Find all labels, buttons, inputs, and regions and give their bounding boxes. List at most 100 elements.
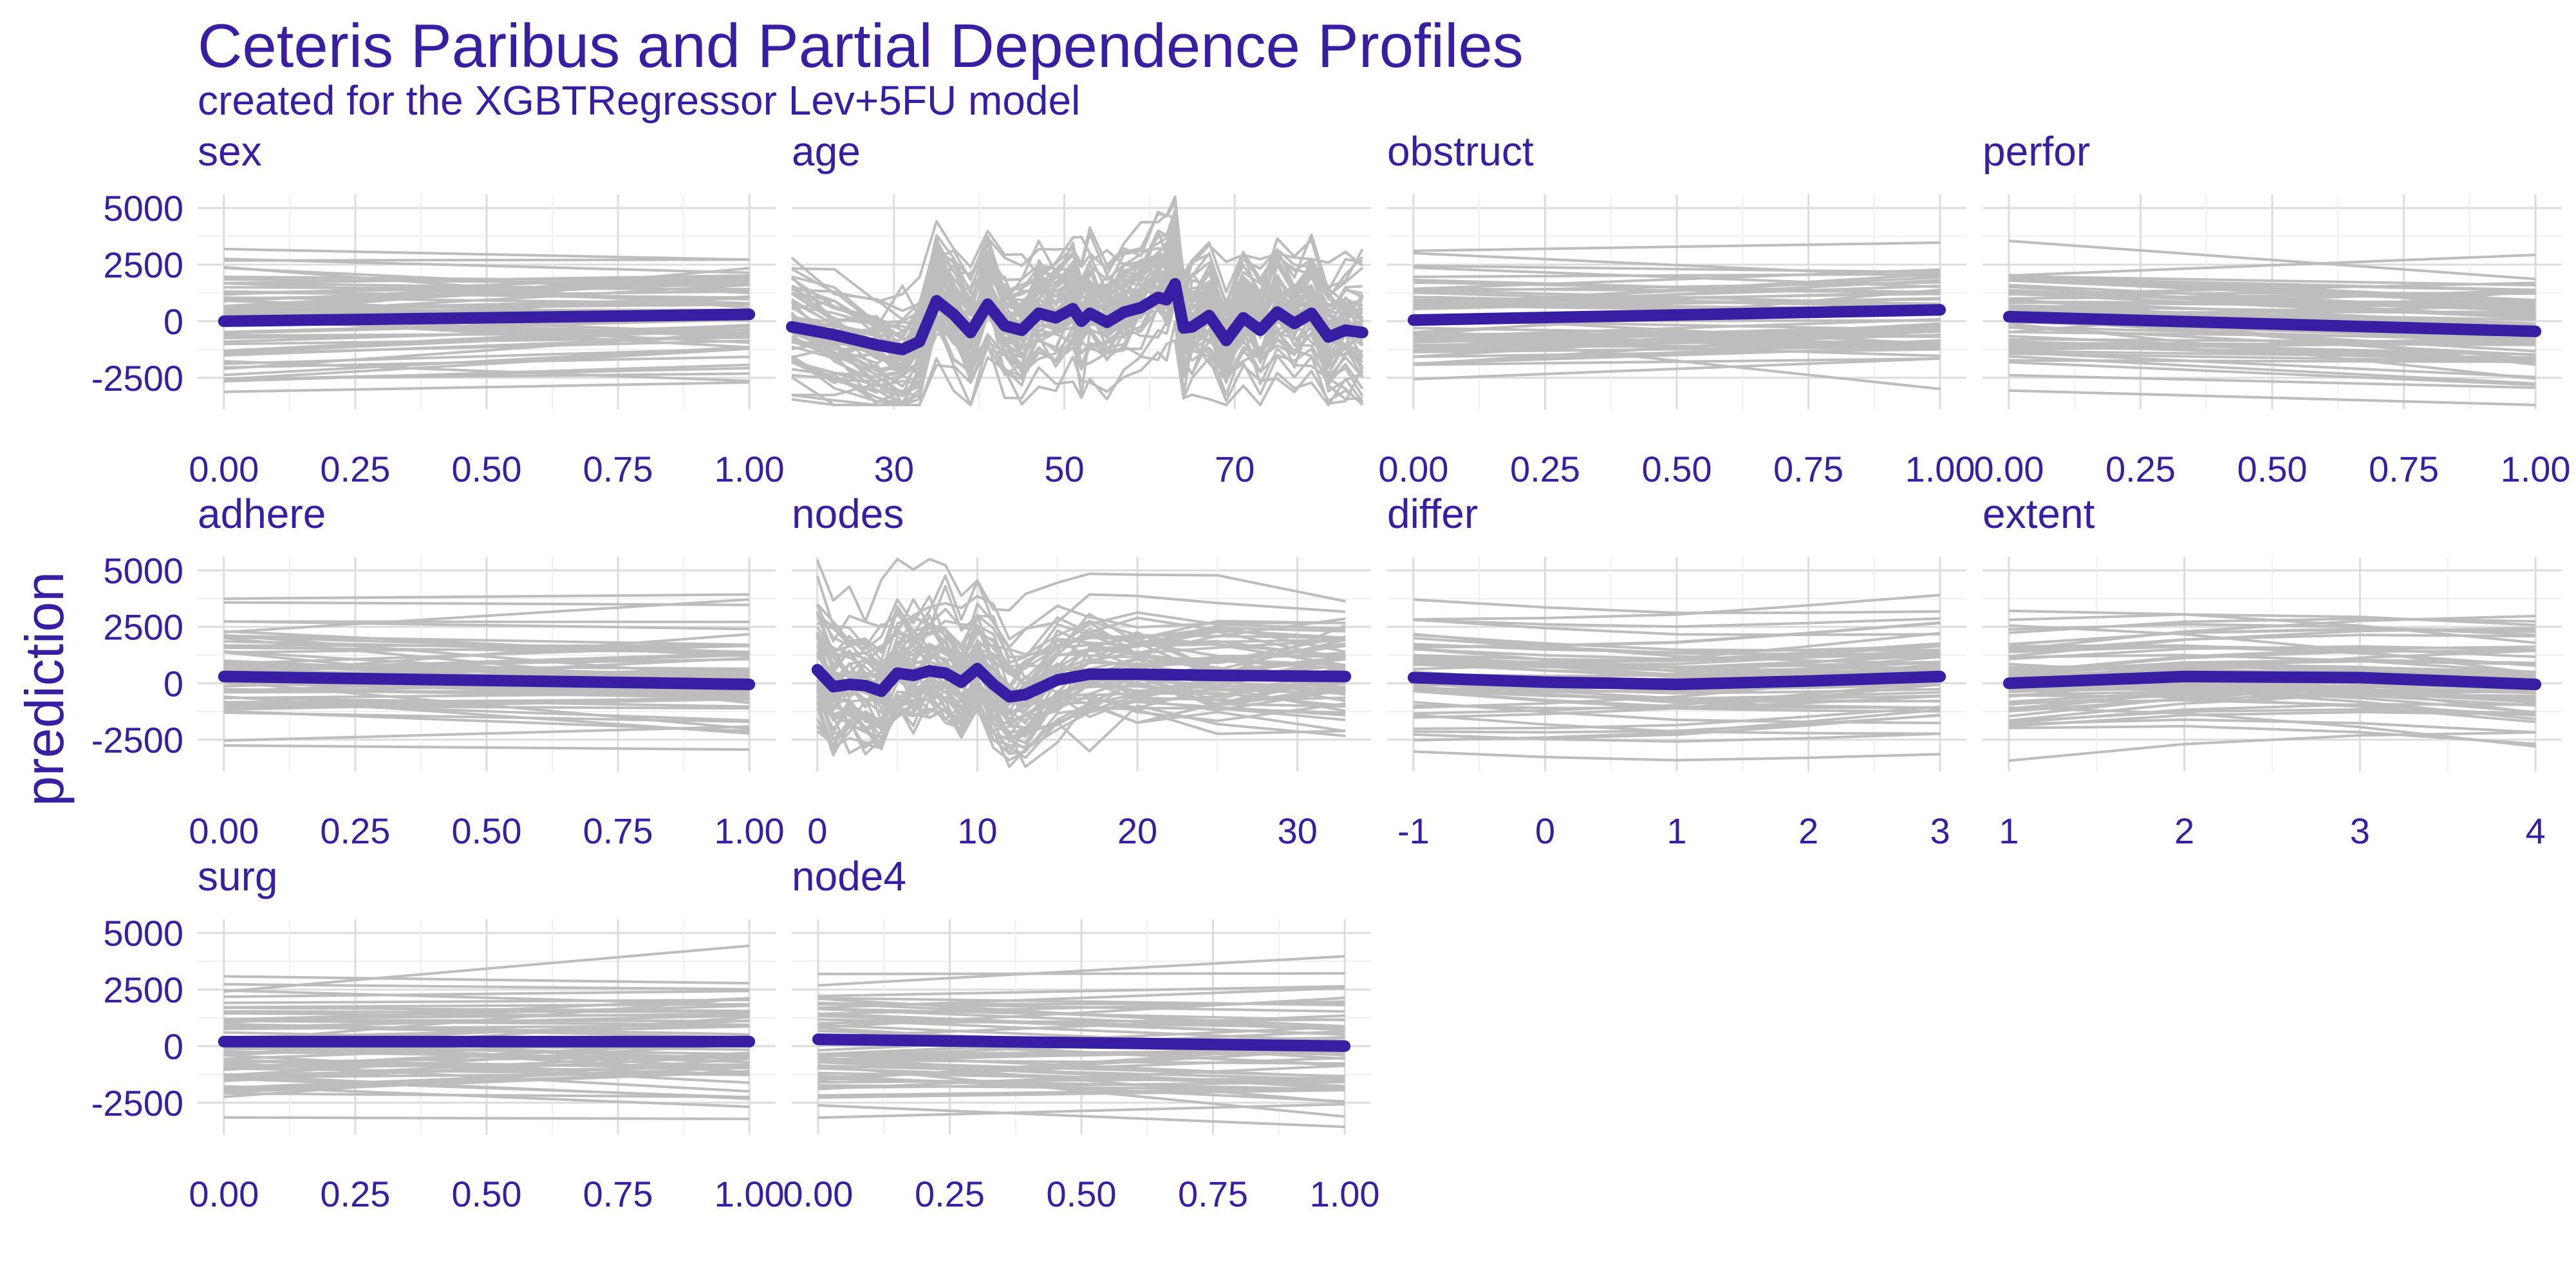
facet-title: nodes [792,491,904,537]
facet-title: perfor [1983,128,2090,174]
cp-profile-line [1413,281,1941,293]
cp-profile-line [223,1066,750,1089]
cp-profile-line [223,1019,750,1022]
cp-profile-line [2008,240,2536,281]
cp-profile-line [1413,700,1941,724]
cp-profile-line [816,706,1346,755]
cp-profile-line [223,339,750,355]
pd-line-nodes [811,662,1352,703]
cp-profile-line [790,244,1363,357]
x-tick-label: 0.00 [1974,449,2044,489]
pd-line-perfor [2002,310,2542,337]
cp-profile-line [2008,290,2536,310]
cp-profiles [223,593,750,751]
cp-profile-line [817,1064,1345,1091]
cp-profile-line [223,1006,750,1013]
cp-profile-line [2008,345,2536,356]
panel-sex: sex -2500 0 2500 5000 0.00 0.25 0.50 0.75 1.00 [91,128,785,489]
facet-title: differ [1387,491,1478,537]
cp-profile-line [2008,653,2536,674]
y-tick-label: -2500 [91,358,183,399]
x-tick-label: 0 [807,811,827,851]
cp-profile-line [223,290,750,301]
cp-profile-line [816,585,1346,664]
x-tick-label: 3 [2350,811,2370,851]
facet-title: age [792,128,861,174]
cp-profile-line [817,1002,1345,1028]
cp-profile-line [223,1116,750,1120]
x-tick-label: 0.75 [583,1174,653,1214]
pd-line-node4 [812,1033,1351,1052]
x-tick-label: 1.00 [2501,449,2571,489]
facet-title: surg [198,853,278,899]
cp-profile-line [2008,389,2536,406]
cp-profile-line [817,984,1345,998]
cp-profile-line [816,626,1346,688]
x-tick-label: 0.25 [2105,449,2176,489]
cp-profile-line [1413,272,1941,278]
x-tick-label: 3 [1930,811,1950,851]
x-tick-label: 1 [1999,811,2019,851]
cp-profile-line [817,1104,1345,1129]
cp-profile-line [1413,632,1941,665]
cp-profile-line [223,328,750,354]
x-tick-label: 1.00 [714,811,785,851]
cp-profile-line [2008,731,2536,762]
cp-profile-line [223,657,750,669]
x-tick-label: 0.50 [452,811,522,851]
cp-profile-line [2008,645,2536,661]
y-tick-label: 2500 [103,970,183,1010]
facet-title: obstruct [1387,128,1534,174]
cp-profile-line [790,213,1363,312]
cp-profiles [223,247,750,393]
cp-profile-line [1413,618,1941,636]
x-tick-label: 0.50 [452,449,522,489]
x-tick-label: 0.00 [1378,449,1448,489]
cp-profile-line [817,1057,1345,1104]
cp-profile-line [2008,338,2536,344]
cp-profile-line [2008,724,2536,746]
facet-title: adhere [198,491,326,537]
panel-nodes: nodes 0 10 20 30 [792,491,1371,851]
y-tick-label: 5000 [103,188,183,229]
cp-profile-line [2008,617,2536,634]
cp-profile-line [223,700,750,722]
cp-profile-line [816,629,1346,699]
cp-profile-line [223,347,750,380]
cp-profile-line [816,673,1346,759]
cp-profile-line [2008,645,2536,667]
cp-profile-line [1413,330,1941,352]
cp-profile-line [2008,350,2536,359]
cp-profile-line [2008,703,2536,724]
cp-profile-line [817,986,1345,1010]
x-tick-label: 0.25 [1510,449,1580,489]
cp-profile-line [1413,241,1941,252]
x-tick-label: 0.75 [1773,449,1843,489]
x-tick-label: 1.00 [714,1174,785,1214]
cp-profile-line [223,744,750,751]
cp-profile-line [223,644,750,665]
x-tick-label: 30 [874,449,914,489]
cp-profile-line [223,620,750,623]
x-tick-label: 1.00 [1905,449,1975,489]
cp-profile-line [1413,357,1941,380]
panel-perfor: perfor 0.00 0.25 0.50 0.75 1.00 [1974,128,2570,489]
facet-title: node4 [792,853,906,899]
cp-profile-line [2008,628,2536,646]
chart-subtitle: created for the XGBTRegressor Lev+5FU mo… [198,77,1080,124]
cp-profile-line [1413,264,1941,274]
cp-profile-line [223,1054,750,1084]
cp-profile-line [1413,252,1941,279]
x-tick-label: 4 [2526,811,2546,851]
cp-profile-line [2008,254,2536,277]
cp-profile-line [223,680,750,730]
cp-profile-line [1413,750,1941,762]
x-tick-label: 0.00 [189,449,259,489]
cp-profile-line [791,339,1364,406]
cp-profile-line [1413,325,1941,344]
cp-profile-line [817,972,1345,975]
cp-profile-line [223,1067,750,1076]
cp-profile-line [223,1074,750,1100]
cp-profile-line [223,276,750,283]
